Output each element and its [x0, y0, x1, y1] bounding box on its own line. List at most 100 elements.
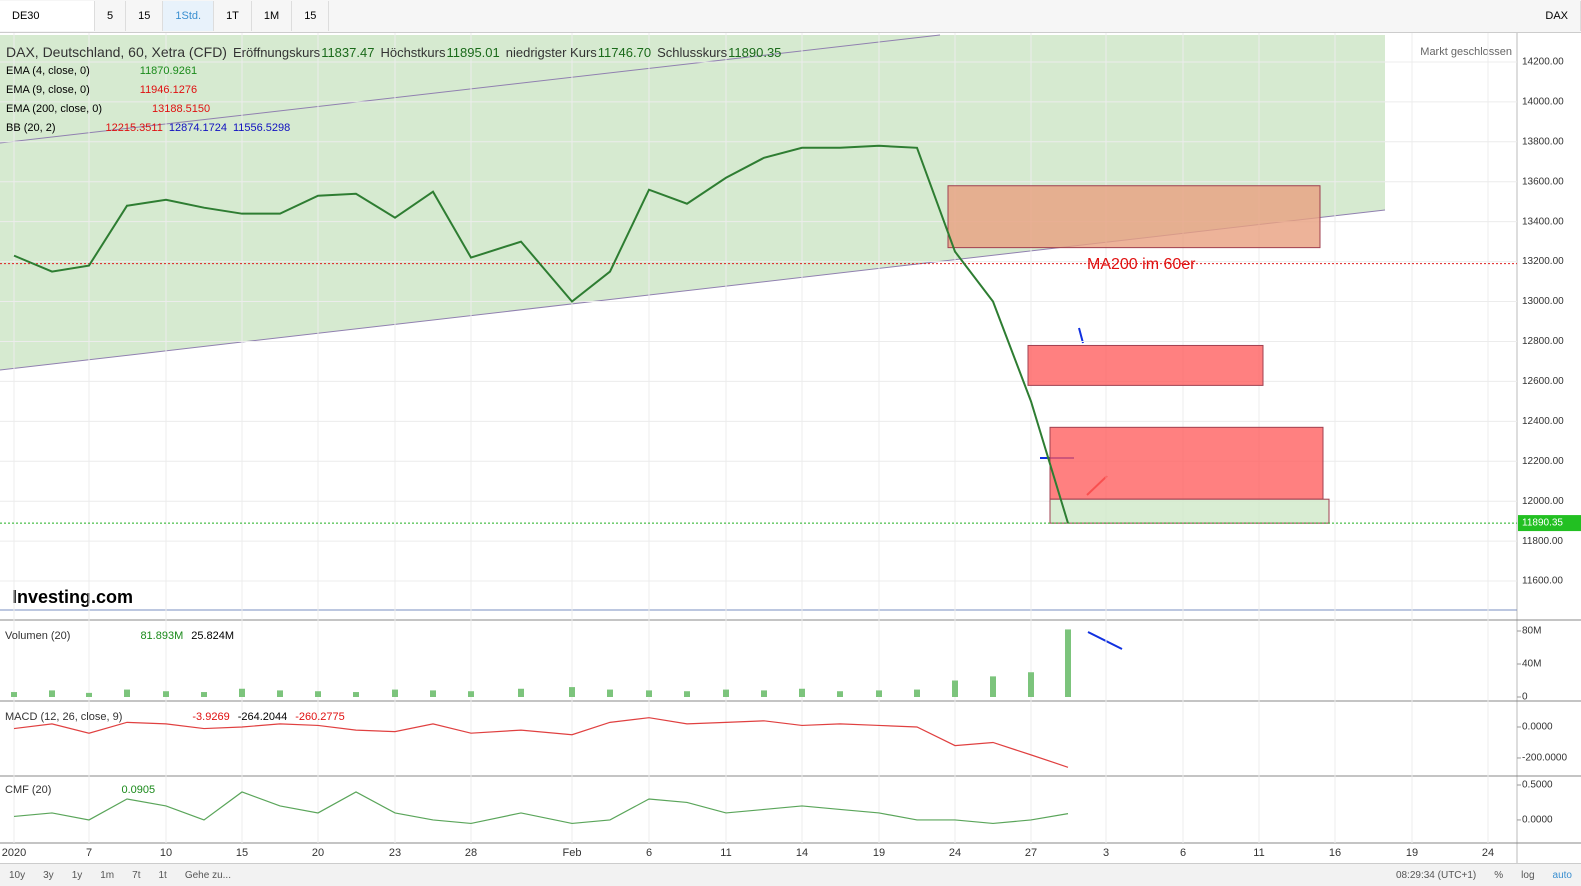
y-tick-label: 0 [1522, 692, 1528, 703]
x-tick-label: 24 [1482, 847, 1494, 859]
legend: DAX, Deutschland, 60, Xetra (CFD) Eröffnu… [6, 43, 787, 138]
y-tick-label: 0.0000 [1522, 722, 1553, 733]
panel-title-text: Volumen (20) [5, 630, 70, 642]
y-tick-label: 12600.00 [1522, 376, 1564, 387]
range-button[interactable]: 1t [158, 869, 167, 881]
volume-bar [315, 691, 321, 697]
x-tick-label: 6 [1180, 847, 1186, 859]
x-tick-label: 10 [160, 847, 172, 859]
y-tick-label: 12800.00 [1522, 336, 1564, 347]
channel-fill [0, 35, 1385, 370]
series-line [13, 717, 1069, 768]
volume-bar [430, 690, 436, 697]
panel-title-text: CMF (20) [5, 784, 51, 796]
range-button[interactable]: 1m [100, 869, 115, 881]
legend-row: DAX, Deutschland, 60, Xetra (CFD) Eröffnu… [6, 43, 787, 62]
goto[interactable]: Gehe zu... [184, 869, 231, 881]
range-button[interactable]: 7t [132, 869, 141, 881]
volume-bar [723, 689, 729, 697]
legend-row: EMA (9, close, 0) 11946.1276 [6, 81, 787, 100]
zone [947, 185, 1321, 249]
zone [1027, 344, 1264, 386]
exchange[interactable]: DAX [1533, 1, 1581, 31]
volume-bar [684, 691, 690, 697]
indicator-value: 11870.9261 [139, 65, 198, 77]
y-tick-label: 13800.00 [1522, 136, 1564, 147]
y-tick-label: 14000.00 [1522, 97, 1564, 108]
volume-bar [353, 692, 359, 697]
x-tick-label: 19 [1406, 847, 1418, 859]
price-tag-label: 11890.35 [1522, 518, 1563, 529]
y-tick-label: 13600.00 [1522, 176, 1564, 187]
symbol-input[interactable]: DE30 [0, 1, 95, 31]
option-button[interactable]: auto [1552, 869, 1572, 881]
x-tick-label: 11 [720, 847, 731, 859]
range-button[interactable]: 3y [43, 869, 54, 881]
volume-bar [11, 692, 17, 697]
indicator-label: EMA (4, close, 0) [6, 65, 90, 77]
volume-bar [952, 680, 958, 697]
x-tick-label: 7 [86, 847, 92, 859]
volume-bar [124, 689, 130, 697]
volume-bar [914, 689, 920, 697]
ohlc-label: niedrigster Kurs [505, 45, 597, 60]
volume-bar [646, 690, 652, 697]
panel-legend-value: 0.0905 [121, 784, 155, 796]
option-button[interactable]: log [1521, 869, 1535, 881]
volume-bar [569, 687, 575, 697]
interval-button[interactable]: 15 [126, 1, 164, 31]
interval-button[interactable]: 1Std. [163, 1, 215, 31]
y-tick-label: 13200.00 [1522, 256, 1564, 267]
ohlc-value: 11837.47 [321, 45, 375, 60]
y-tick-label: 40M [1522, 659, 1541, 670]
volume-bar [1065, 629, 1071, 697]
volume-bar [392, 689, 398, 697]
price-tag [1518, 515, 1581, 532]
interval-button[interactable]: 15 [292, 1, 330, 31]
volume-bar [239, 688, 245, 697]
interval-button[interactable]: 1M [252, 1, 293, 31]
x-tick-label: 6 [646, 847, 652, 859]
volume-bar [468, 691, 474, 697]
volume-bar [518, 688, 524, 697]
volume-bar [990, 676, 996, 697]
y-tick-label: 0.0000 [1522, 815, 1553, 826]
footer: 10y 3y 1y 1m 7t 1t Gehe zu... 08:29:34 (UTC+1)%… [0, 863, 1581, 886]
indicator-label: BB (20, 2) [6, 122, 56, 134]
indicator-value: 12215.3511 [105, 122, 163, 134]
y-tick-label: 12200.00 [1522, 456, 1564, 467]
panel-legend-value: -260.2775 [295, 711, 345, 723]
ranges: 10y 3y 1y 1m 7t 1t [0, 870, 176, 881]
interval-button[interactable]: 1T [214, 1, 252, 31]
y-tick-label: 12400.00 [1522, 416, 1564, 427]
channel-line [0, 34, 941, 144]
toolbar: DE30 5 15 1Std. 1T 1M 15 DAX [0, 0, 1581, 33]
panel-legend-value: 81.893M [140, 630, 183, 642]
x-tick-label: 11 [1253, 847, 1264, 859]
ohlc-label: Schlusskurs [657, 45, 728, 60]
panel-title-text: MACD (12, 26, close, 9) [5, 711, 122, 723]
x-tick-label: 28 [465, 847, 477, 859]
ohlc-value: 11746.70 [597, 45, 652, 60]
volume-bar [1028, 672, 1034, 697]
series-line [13, 791, 1069, 825]
volume-bar [876, 690, 882, 697]
interval-button[interactable]: 5 [95, 1, 127, 31]
volume-bar [163, 691, 169, 697]
indicator-value: 11946.1276 [139, 84, 198, 96]
y-tick-label: 80M [1522, 626, 1541, 637]
x-tick-label: 20 [312, 847, 324, 859]
volume-bar [277, 690, 283, 697]
market-status: Markt geschlossen [1420, 46, 1512, 58]
indicator-value: 13188.5150 [152, 103, 211, 115]
x-tick-label: 2020 [2, 847, 26, 859]
range-button[interactable]: 10y [9, 869, 26, 881]
indicator-label: EMA (200, close, 0) [6, 103, 102, 115]
x-tick-label: 23 [389, 847, 401, 859]
option-button[interactable]: % [1494, 869, 1504, 881]
range-button[interactable]: 1y [71, 869, 83, 881]
arrow [1087, 631, 1123, 650]
y-tick-label: 13400.00 [1522, 216, 1564, 227]
